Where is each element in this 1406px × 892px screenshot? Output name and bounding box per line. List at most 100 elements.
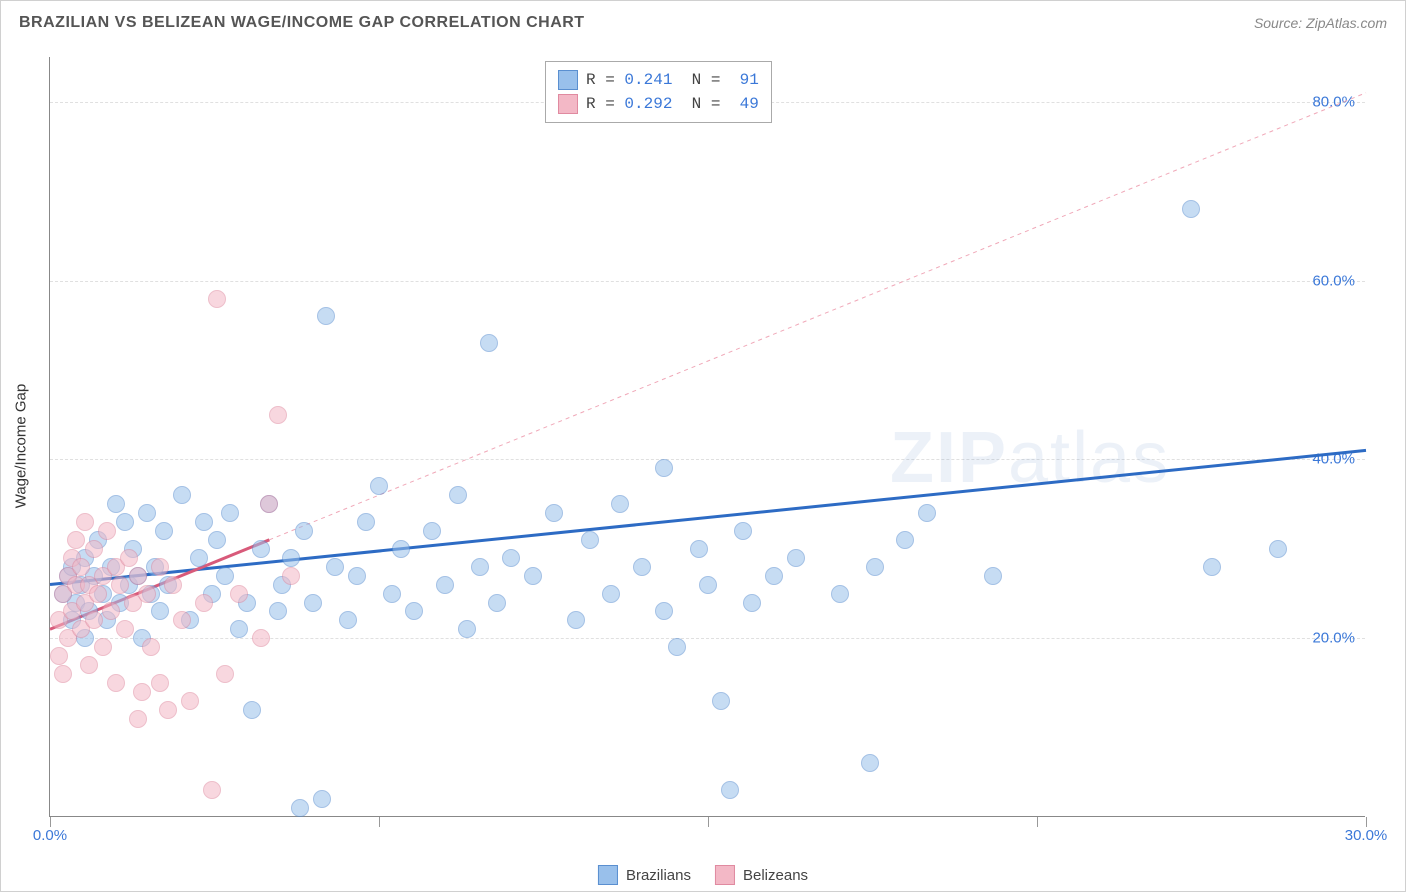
scatter-point xyxy=(655,602,673,620)
legend-item-belizeans: Belizeans xyxy=(715,865,808,885)
xtick-mark xyxy=(1366,817,1367,827)
scatter-point xyxy=(98,522,116,540)
scatter-point xyxy=(405,602,423,620)
scatter-point xyxy=(159,701,177,719)
scatter-point xyxy=(348,567,366,585)
header: BRAZILIAN VS BELIZEAN WAGE/INCOME GAP CO… xyxy=(1,1,1405,45)
trend-line-extension xyxy=(269,93,1366,540)
scatter-point xyxy=(984,567,1002,585)
scatter-point xyxy=(602,585,620,603)
scatter-point xyxy=(208,290,226,308)
scatter-point xyxy=(129,710,147,728)
scatter-point xyxy=(295,522,313,540)
scatter-point xyxy=(458,620,476,638)
scatter-point xyxy=(488,594,506,612)
legend-label: Belizeans xyxy=(743,867,808,884)
xtick-label: 30.0% xyxy=(1345,827,1388,844)
scatter-point xyxy=(142,638,160,656)
scatter-point xyxy=(712,692,730,710)
scatter-point xyxy=(102,602,120,620)
scatter-point xyxy=(567,611,585,629)
scatter-point xyxy=(1203,558,1221,576)
scatter-point xyxy=(138,504,156,522)
chart-title: BRAZILIAN VS BELIZEAN WAGE/INCOME GAP CO… xyxy=(19,14,585,32)
legend-swatch-icon xyxy=(598,865,618,885)
legend-swatch-icon xyxy=(558,70,578,90)
scatter-point xyxy=(502,549,520,567)
scatter-point xyxy=(304,594,322,612)
scatter-point xyxy=(581,531,599,549)
scatter-point xyxy=(216,665,234,683)
scatter-point xyxy=(85,540,103,558)
scatter-point xyxy=(94,638,112,656)
scatter-point xyxy=(181,692,199,710)
scatter-point xyxy=(164,576,182,594)
scatter-point xyxy=(89,585,107,603)
scatter-point xyxy=(173,486,191,504)
scatter-point xyxy=(252,629,270,647)
scatter-point xyxy=(260,495,278,513)
scatter-point xyxy=(326,558,344,576)
scatter-point xyxy=(423,522,441,540)
scatter-point xyxy=(107,674,125,692)
scatter-point xyxy=(831,585,849,603)
scatter-point xyxy=(339,611,357,629)
scatter-point xyxy=(436,576,454,594)
scatter-point xyxy=(129,567,147,585)
scatter-point xyxy=(282,549,300,567)
scatter-point xyxy=(611,495,629,513)
scatter-point xyxy=(195,594,213,612)
xtick-mark xyxy=(50,817,51,827)
scatter-point xyxy=(269,406,287,424)
scatter-point xyxy=(195,513,213,531)
source-label: Source: ZipAtlas.com xyxy=(1254,15,1387,31)
scatter-point xyxy=(80,656,98,674)
xtick-label: 0.0% xyxy=(33,827,67,844)
scatter-point xyxy=(743,594,761,612)
stats-legend-row: R = 0.292 N = 49 xyxy=(558,92,759,116)
scatter-point xyxy=(699,576,717,594)
scatter-point xyxy=(151,602,169,620)
scatter-point xyxy=(203,781,221,799)
scatter-point xyxy=(151,558,169,576)
scatter-point xyxy=(190,549,208,567)
scatter-point xyxy=(138,585,156,603)
scatter-point xyxy=(173,611,191,629)
scatter-point xyxy=(85,611,103,629)
stats-legend-text: R = 0.292 N = 49 xyxy=(586,95,759,113)
scatter-point xyxy=(866,558,884,576)
scatter-point xyxy=(216,567,234,585)
scatter-point xyxy=(76,513,94,531)
scatter-point xyxy=(668,638,686,656)
scatter-point xyxy=(116,620,134,638)
scatter-point xyxy=(151,674,169,692)
scatter-point xyxy=(633,558,651,576)
stats-legend-row: R = 0.241 N = 91 xyxy=(558,68,759,92)
scatter-point xyxy=(690,540,708,558)
scatter-point xyxy=(861,754,879,772)
scatter-point xyxy=(787,549,805,567)
scatter-point xyxy=(291,799,309,817)
xtick-mark xyxy=(708,817,709,827)
scatter-point xyxy=(116,513,134,531)
scatter-point xyxy=(765,567,783,585)
scatter-point xyxy=(155,522,173,540)
scatter-point xyxy=(313,790,331,808)
scatter-point xyxy=(896,531,914,549)
scatter-point xyxy=(655,459,673,477)
plot-area: 20.0%40.0%60.0%80.0%0.0%30.0%ZIPatlasR =… xyxy=(49,57,1365,817)
stats-legend-text: R = 0.241 N = 91 xyxy=(586,71,759,89)
scatter-point xyxy=(524,567,542,585)
xtick-mark xyxy=(379,817,380,827)
scatter-point xyxy=(230,620,248,638)
scatter-point xyxy=(111,576,129,594)
scatter-point xyxy=(282,567,300,585)
scatter-point xyxy=(252,540,270,558)
legend-label: Brazilians xyxy=(626,867,691,884)
scatter-point xyxy=(317,307,335,325)
scatter-point xyxy=(545,504,563,522)
chart-container: BRAZILIAN VS BELIZEAN WAGE/INCOME GAP CO… xyxy=(0,0,1406,892)
scatter-point xyxy=(449,486,467,504)
scatter-point xyxy=(54,665,72,683)
scatter-point xyxy=(734,522,752,540)
